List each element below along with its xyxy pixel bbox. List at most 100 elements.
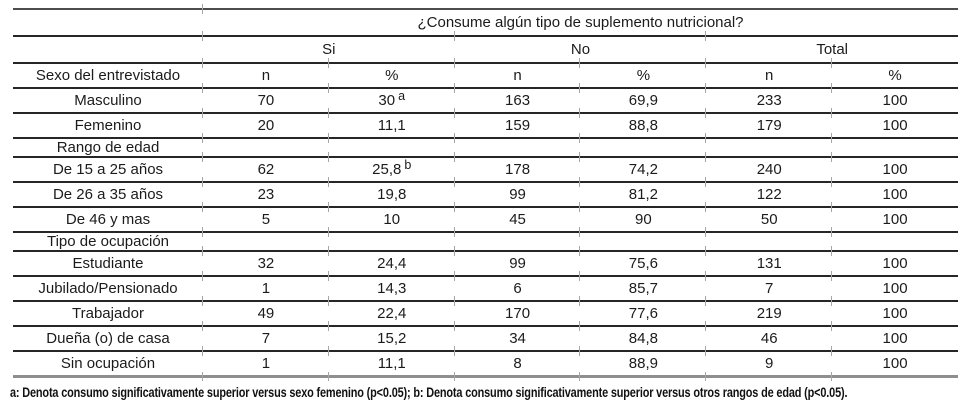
value-cell: 100 bbox=[831, 82, 958, 113]
value-cell: 7 bbox=[705, 270, 832, 301]
value-cell: 11,1 bbox=[327, 107, 455, 138]
row-label: De 15 a 25 años bbox=[52, 161, 164, 178]
row-label: Estudiante bbox=[72, 255, 144, 272]
empty-cell bbox=[705, 132, 832, 157]
value-cell: 170 bbox=[453, 295, 581, 326]
empty-cell bbox=[453, 226, 581, 251]
row-label: Masculino bbox=[74, 92, 142, 109]
section-header-row: Rango de edad bbox=[13, 132, 958, 157]
table-row: Estudiante 32 24,4 99 75,6 131 100 bbox=[13, 245, 958, 276]
value-cell: 25,8 b bbox=[327, 151, 455, 182]
value-cell: 100 bbox=[831, 245, 958, 276]
value-cell: 99 bbox=[453, 245, 581, 276]
value-cell: 49 bbox=[202, 295, 329, 326]
value-cell: 15,2 bbox=[327, 320, 455, 351]
value-cell: 5 bbox=[202, 201, 329, 232]
value-cell: 178 bbox=[453, 151, 581, 182]
value-cell: 70 bbox=[202, 82, 329, 113]
table-row: Dueña (o) de casa 7 15,2 34 84,8 46 100 bbox=[13, 320, 958, 351]
value-cell: 100 bbox=[831, 176, 958, 207]
empty-cell bbox=[202, 226, 329, 251]
value-cell: 22,4 bbox=[327, 295, 455, 326]
row-label: Dueña (o) de casa bbox=[46, 330, 170, 347]
value-cell: 50 bbox=[705, 201, 832, 232]
significance-superscript: a bbox=[398, 88, 406, 103]
nutritional-supplement-table: ¿Consume algún tipo de suplemento nutric… bbox=[13, 3, 958, 380]
value-cell: 122 bbox=[705, 176, 832, 207]
empty-cell bbox=[453, 132, 581, 157]
value-cell: 88,9 bbox=[579, 345, 706, 380]
value-cell: 81,2 bbox=[579, 176, 706, 207]
value-cell: 8 bbox=[453, 345, 581, 380]
group-header-row: Si No Total bbox=[13, 30, 958, 63]
value-cell: 233 bbox=[705, 82, 832, 113]
value-cell: 100 bbox=[831, 295, 958, 326]
value-cell: 77,6 bbox=[579, 295, 706, 326]
value-cell: 74,2 bbox=[579, 151, 706, 182]
value-cell: 75,6 bbox=[579, 245, 706, 276]
table-row: De 26 a 35 años 23 19,8 99 81,2 122 100 bbox=[13, 176, 958, 207]
value-cell: 100 bbox=[831, 320, 958, 351]
empty-cell bbox=[13, 36, 203, 63]
col-header-si-n: n bbox=[202, 57, 329, 88]
empty-cell bbox=[579, 132, 706, 157]
table-row: Jubilado/Pensionado 1 14,3 6 85,7 7 100 bbox=[13, 270, 958, 301]
section-header-label: Tipo de ocupación bbox=[46, 233, 170, 250]
value-cell: 14,3 bbox=[327, 270, 455, 301]
group-header-si: Si bbox=[202, 30, 455, 63]
value-cell: 34 bbox=[453, 320, 581, 351]
col-header-total-pct: % bbox=[831, 57, 958, 88]
value-cell: 69,9 bbox=[579, 82, 706, 113]
row-label: Jubilado/Pensionado bbox=[38, 280, 178, 297]
value-cell: 100 bbox=[831, 151, 958, 182]
empty-cell bbox=[705, 226, 832, 251]
value-cell: 100 bbox=[831, 107, 958, 138]
value-cell: 240 bbox=[705, 151, 832, 182]
value-cell: 62 bbox=[202, 151, 329, 182]
table-row: Trabajador 49 22,4 170 77,6 219 100 bbox=[13, 295, 958, 326]
value-cell: 100 bbox=[831, 270, 958, 301]
value-cell: 45 bbox=[453, 201, 581, 232]
value-cell: 7 bbox=[202, 320, 329, 351]
row-label: Femenino bbox=[74, 117, 142, 134]
section-header-label: Rango de edad bbox=[56, 139, 160, 156]
value-cell: 131 bbox=[705, 245, 832, 276]
row-dimension-header: Sexo del entrevistado bbox=[35, 67, 181, 84]
empty-cell bbox=[831, 132, 958, 157]
value-cell: 32 bbox=[202, 245, 329, 276]
value-cell: 24,4 bbox=[327, 245, 455, 276]
section-header-row: Tipo de ocupación bbox=[13, 226, 958, 251]
row-label: De 46 y mas bbox=[65, 211, 151, 228]
table-footnote: a: Denota consumo significativamente sup… bbox=[10, 384, 848, 400]
value-cell: 11,1 bbox=[327, 345, 455, 380]
value-cell: 46 bbox=[705, 320, 832, 351]
table-row: De 46 y mas 5 10 45 90 50 100 bbox=[13, 201, 958, 232]
value-cell: 30 a bbox=[327, 82, 455, 113]
value-cell: 163 bbox=[453, 82, 581, 113]
value-cell: 19,8 bbox=[327, 176, 455, 207]
value-cell: 1 bbox=[202, 270, 329, 301]
col-header-no-n: n bbox=[453, 57, 581, 88]
value-cell: 23 bbox=[202, 176, 329, 207]
value-cell: 85,7 bbox=[579, 270, 706, 301]
row-label: Trabajador bbox=[72, 305, 144, 322]
empty-cell bbox=[327, 132, 455, 157]
column-header-row: Sexo del entrevistado n % n % n % bbox=[13, 57, 958, 88]
table-row: Femenino 20 11,1 159 88,8 179 100 bbox=[13, 107, 958, 138]
group-header-no: No bbox=[453, 30, 707, 63]
value-cell: 6 bbox=[453, 270, 581, 301]
empty-cell bbox=[579, 226, 706, 251]
col-header-si-pct: % bbox=[327, 57, 455, 88]
table-row: De 15 a 25 años 62 25,8 b 178 74,2 240 100 bbox=[13, 151, 958, 182]
col-header-no-pct: % bbox=[579, 57, 706, 88]
table-row: Masculino 70 30 a 163 69,9 233 100 bbox=[13, 82, 958, 113]
value-cell: 84,8 bbox=[579, 320, 706, 351]
value-cell: 10 bbox=[327, 201, 455, 232]
value-cell: 99 bbox=[453, 176, 581, 207]
value-cell: 90 bbox=[579, 201, 706, 232]
significance-superscript: b bbox=[404, 157, 412, 172]
empty-corner-cell bbox=[13, 9, 203, 36]
row-label: De 26 a 35 años bbox=[52, 186, 164, 203]
value-cell: 88,8 bbox=[579, 107, 706, 138]
title-row: ¿Consume algún tipo de suplemento nutric… bbox=[13, 3, 958, 36]
